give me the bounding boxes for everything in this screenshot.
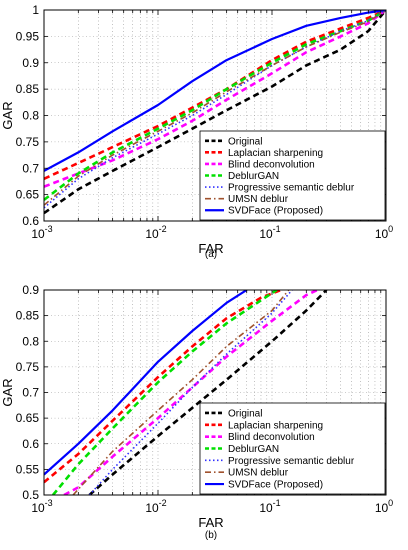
x-tick-label: 10-1 (259, 498, 280, 515)
y-tick-label: 0.6 (22, 214, 39, 228)
legend-label: Laplacian sharpening (228, 148, 323, 159)
legend-label: SVDFace (Proposed) (228, 480, 323, 491)
legend-label: Original (228, 408, 262, 419)
y-tick-label: 0.75 (16, 135, 40, 149)
legend-label: UMSN deblur (228, 194, 289, 205)
y-tick-label: 0.85 (16, 82, 40, 96)
legend-box (199, 130, 386, 221)
y-tick-label: 0.75 (16, 360, 40, 374)
legend-label: Original (228, 136, 262, 147)
y-tick-label: 1 (32, 3, 39, 17)
y-tick-label: 0.95 (16, 29, 40, 43)
x-tick-label: 10-3 (31, 224, 52, 241)
series-line-laplacian-sharpening (44, 290, 282, 484)
series-line-umsn-deblur (72, 290, 290, 495)
x-axis-label: FAR (198, 241, 223, 256)
y-axis-label: GAR (0, 101, 15, 129)
y-tick-label: 0.5 (22, 488, 39, 502)
series-line-blind-deconvolution (63, 290, 318, 495)
y-tick-label: 0.9 (22, 56, 39, 70)
series-line-original (44, 10, 386, 215)
legend-label: Progressive semantic deblur (228, 183, 355, 194)
series-line-blind-deconvolution (44, 10, 386, 188)
legend-label: UMSN deblur (228, 468, 289, 479)
x-tick-label: 100 (375, 224, 393, 241)
series-group (44, 290, 328, 495)
series-line-progressive-semantic-deblur (88, 290, 293, 495)
x-axis-label: FAR (198, 515, 223, 530)
y-tick-label: 0.65 (16, 188, 40, 202)
series-line-umsn-deblur (44, 10, 386, 206)
x-tick-label: 10-3 (31, 498, 52, 515)
series-group (44, 10, 386, 215)
x-tick-label: 10-2 (145, 498, 166, 515)
series-line-svdface-proposed (44, 10, 386, 172)
y-tick-label: 0.7 (22, 161, 39, 175)
x-tick-label: 10-2 (145, 224, 166, 241)
chart-panel-a: 10-3 10-2 10-1 100 0.6 0.65 0.7 0.75 0.8 0.85 0.9 0… (0, 3, 393, 260)
y-tick-label: 0.65 (16, 411, 40, 425)
y-axis-label: GAR (0, 378, 15, 406)
y-tick-label: 0.8 (22, 334, 39, 348)
y-tick-label: 0.8 (22, 109, 39, 123)
legend-box (199, 402, 386, 495)
y-tick-label: 0.55 (16, 462, 40, 476)
y-tick-label: 0.7 (22, 386, 39, 400)
legend-label: Laplacian sharpening (228, 420, 323, 431)
y-tick-label: 0.9 (22, 283, 39, 297)
panel-label: (b) (205, 530, 217, 541)
legend-label: DeblurGAN (228, 444, 279, 455)
legend-label: SVDFace (Proposed) (228, 206, 323, 217)
panel-label: (a) (205, 249, 217, 260)
series-line-progressive-semantic-deblur (44, 10, 386, 209)
series-line-svdface-proposed (44, 290, 248, 476)
chart-panel-b: 10-3 10-2 10-1 100 0.5 0.55 0.6 0.65 0.7 0.75 0.8 0… (0, 283, 393, 541)
x-tick-label: 10-1 (259, 224, 280, 241)
y-tick-label: 0.85 (16, 309, 40, 323)
x-tick-label: 100 (375, 498, 393, 515)
legend-label: Blind deconvolution (228, 432, 315, 443)
series-line-original (88, 290, 328, 495)
legend-label: Blind deconvolution (228, 159, 315, 170)
legend-label: DeblurGAN (228, 171, 279, 182)
legend-label: Progressive semantic deblur (228, 456, 355, 467)
y-tick-label: 0.6 (22, 437, 39, 451)
